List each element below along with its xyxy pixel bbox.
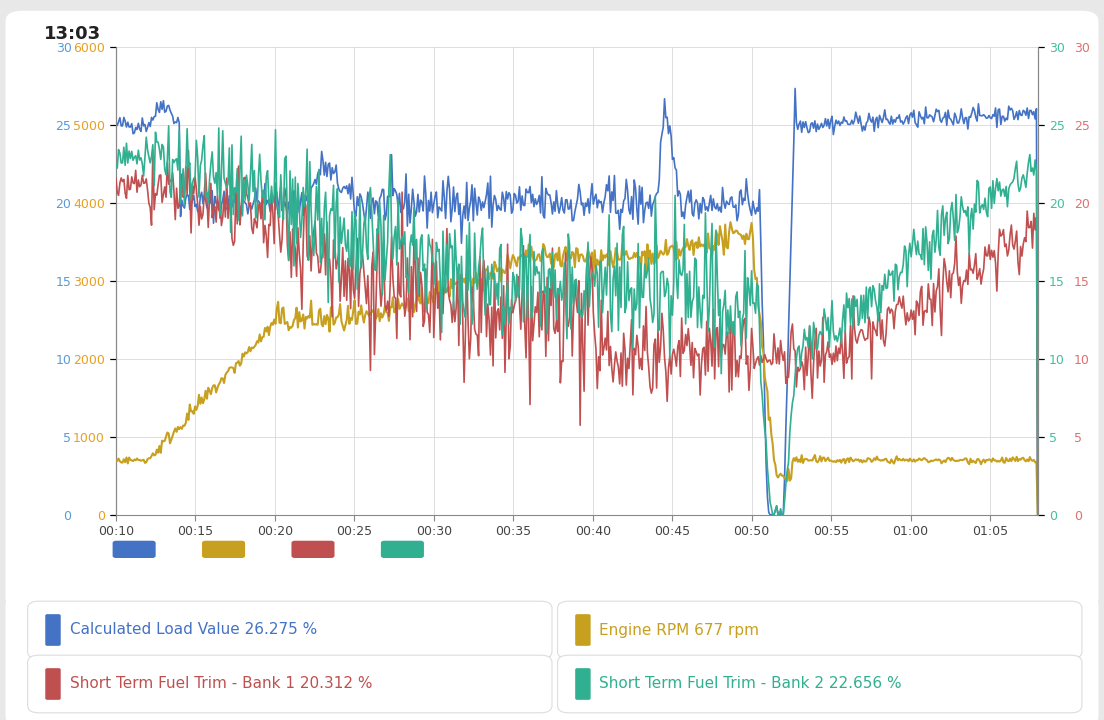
Text: Short Term Fuel Trim - Bank 2 22.656 %: Short Term Fuel Trim - Bank 2 22.656 % [599, 677, 902, 691]
Text: 13:03: 13:03 [44, 25, 102, 43]
Text: Calculated Load Value 26.275 %: Calculated Load Value 26.275 % [70, 623, 317, 637]
Text: Short Term Fuel Trim - Bank 1 20.312 %: Short Term Fuel Trim - Bank 1 20.312 % [70, 677, 372, 691]
Text: Engine RPM 677 rpm: Engine RPM 677 rpm [599, 623, 760, 637]
